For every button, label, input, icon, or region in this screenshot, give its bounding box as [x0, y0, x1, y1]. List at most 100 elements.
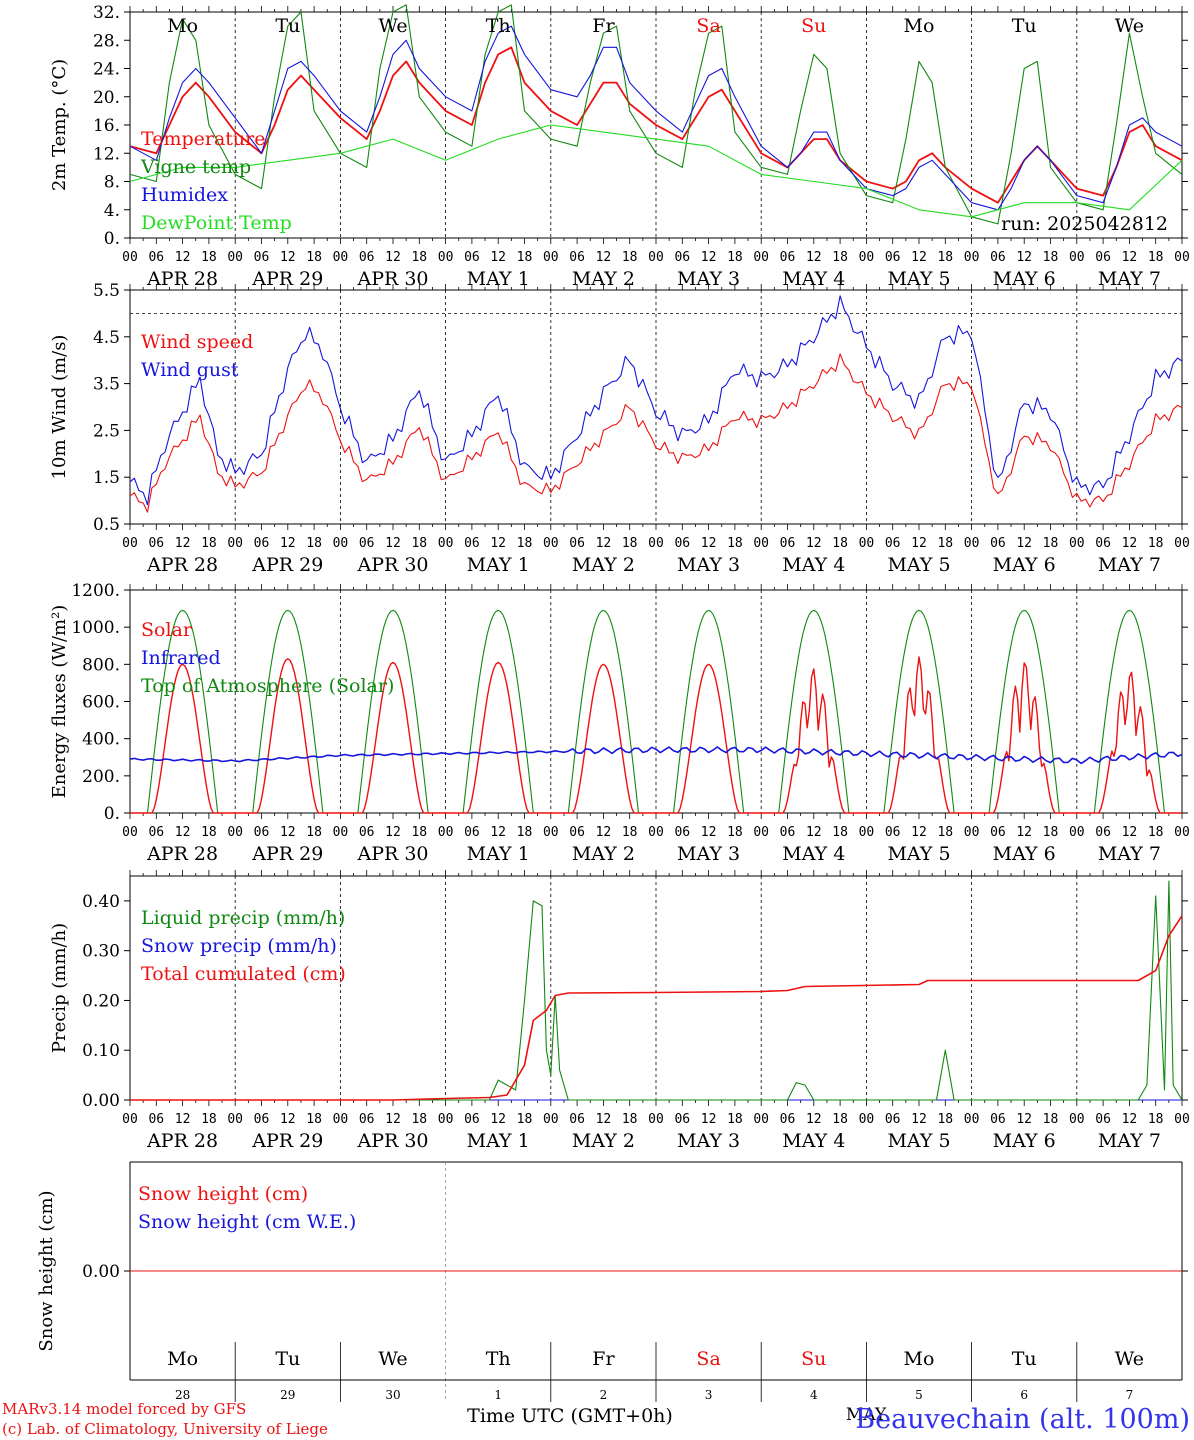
- date-day: 3: [728, 554, 740, 576]
- date-day: 29: [299, 268, 323, 290]
- x-hour-tick-label: 12: [1122, 825, 1138, 840]
- x-hour-tick-label: 06: [254, 1112, 270, 1127]
- x-date-label: MAY 3: [677, 1130, 740, 1152]
- y-tick-label: 0.30: [82, 942, 120, 962]
- x-hour-tick-label: 00: [227, 1112, 243, 1127]
- date-month: MAY: [887, 554, 932, 576]
- legend-entry: DewPoint Temp: [141, 212, 292, 234]
- date-day: 30: [404, 1130, 428, 1152]
- x-hour-tick-label: 12: [490, 250, 506, 265]
- day-number: 3: [705, 1388, 713, 1402]
- day-abbr: Tu: [275, 15, 300, 37]
- x-date-label: APR 28: [146, 1130, 218, 1152]
- date-month: MAY: [1098, 843, 1143, 865]
- x-hour-tick-label: 00: [543, 825, 559, 840]
- x-hour-tick-label: 12: [1122, 1112, 1138, 1127]
- x-hour-tick-label: 18: [201, 250, 217, 265]
- series-line-red: [130, 915, 1183, 1101]
- x-hour-tick-label: 18: [306, 1112, 322, 1127]
- x-hour-tick-label: 12: [911, 250, 927, 265]
- x-hour-tick-label: 18: [937, 536, 953, 551]
- x-hour-tick-label: 00: [964, 1112, 980, 1127]
- footer: MARv3.14 model forced by GFS (c) Lab. of …: [2, 1400, 1190, 1438]
- x-hour-tick-label: 00: [1069, 1112, 1085, 1127]
- date-month: APR: [251, 554, 294, 576]
- x-date-label: APR 28: [146, 843, 218, 865]
- x-date-label: APR 30: [356, 268, 428, 290]
- x-hour-tick-label: 06: [885, 825, 901, 840]
- x-hour-tick-label: 12: [596, 825, 612, 840]
- x-hour-tick-label: 12: [701, 536, 717, 551]
- x-hour-tick-label: 18: [411, 250, 427, 265]
- day-abbr: Tu: [275, 1348, 300, 1370]
- y-tick-label: 12.: [93, 144, 120, 164]
- date-month: MAY: [782, 1130, 827, 1152]
- date-month: APR: [251, 843, 294, 865]
- snow-panel: 0.00 Snow height (cm) Snow height (cm) Snow…: [36, 1161, 1188, 1402]
- series-line-green: [129, 4, 1183, 225]
- x-hour-tick-label: 06: [569, 536, 585, 551]
- x-hour-tick-label: 06: [148, 825, 164, 840]
- x-hour-tick-label: 00: [1174, 825, 1190, 840]
- date-day: 4: [833, 843, 845, 865]
- date-month: APR: [356, 1130, 399, 1152]
- x-hour-tick-label: 18: [306, 825, 322, 840]
- date-month: MAY: [677, 843, 722, 865]
- day-abbr: Mo: [904, 1348, 935, 1370]
- date-month: APR: [146, 1130, 189, 1152]
- y-tick-label: 0.20: [82, 991, 120, 1011]
- day-abbr: Th: [486, 1348, 511, 1370]
- x-hour-tick-label: 12: [701, 250, 717, 265]
- x-hour-tick-label: 18: [1043, 825, 1059, 840]
- x-hour-tick-label: 00: [122, 250, 138, 265]
- x-date-label: APR 29: [251, 1130, 323, 1152]
- x-hour-tick-label: 00: [648, 825, 664, 840]
- x-hour-tick-label: 18: [517, 536, 533, 551]
- date-month: MAY: [677, 268, 722, 290]
- x-hour-tick-label: 00: [333, 536, 349, 551]
- x-hour-tick-label: 00: [333, 250, 349, 265]
- x-hour-tick-label: 00: [1069, 536, 1085, 551]
- date-month: MAY: [1098, 268, 1143, 290]
- date-day: 1: [518, 554, 530, 576]
- x-hour-tick-label: 06: [990, 250, 1006, 265]
- x-hour-tick-label: 06: [464, 250, 480, 265]
- x-date-label: MAY 7: [1098, 268, 1161, 290]
- date-month: APR: [356, 554, 399, 576]
- y-tick-label: 4.: [104, 201, 120, 221]
- date-day: 7: [1149, 268, 1161, 290]
- x-hour-tick-label: 00: [753, 825, 769, 840]
- date-day: 1: [518, 843, 530, 865]
- x-hour-tick-label: 12: [596, 536, 612, 551]
- x-date-label: MAY 4: [782, 554, 845, 576]
- x-hour-tick-label: 00: [227, 250, 243, 265]
- x-hour-tick-label: 06: [1095, 250, 1111, 265]
- x-hour-tick-label: 00: [122, 536, 138, 551]
- date-day: 2: [623, 843, 635, 865]
- x-hour-tick-label: 00: [1174, 250, 1190, 265]
- x-hour-tick-label: 12: [1016, 825, 1032, 840]
- date-month: APR: [146, 554, 189, 576]
- x-date-label: MAY 6: [993, 1130, 1056, 1152]
- y-tick-label: 0.: [104, 229, 120, 249]
- x-date-label: MAY 6: [993, 268, 1056, 290]
- y-tick-label: 2.5: [93, 421, 120, 441]
- x-hour-tick-label: 12: [806, 825, 822, 840]
- x-hour-tick-label: 00: [1069, 825, 1085, 840]
- x-hour-tick-label: 00: [438, 250, 454, 265]
- x-hour-tick-label: 06: [1095, 825, 1111, 840]
- y-axis-label: Energy fluxes (W/m²): [49, 605, 70, 799]
- date-day: 3: [728, 843, 740, 865]
- x-hour-tick-label: 18: [727, 536, 743, 551]
- x-hour-tick-label: 06: [359, 825, 375, 840]
- x-hour-tick-label: 12: [911, 825, 927, 840]
- y-tick-label: 1.5: [93, 468, 120, 488]
- day-number: 5: [915, 1388, 923, 1402]
- solar-line: [130, 656, 1182, 814]
- date-month: MAY: [782, 843, 827, 865]
- date-day: 1: [518, 268, 530, 290]
- day-number: 28: [175, 1388, 190, 1402]
- legend-entry: Snow height (cm W.E.): [138, 1211, 356, 1233]
